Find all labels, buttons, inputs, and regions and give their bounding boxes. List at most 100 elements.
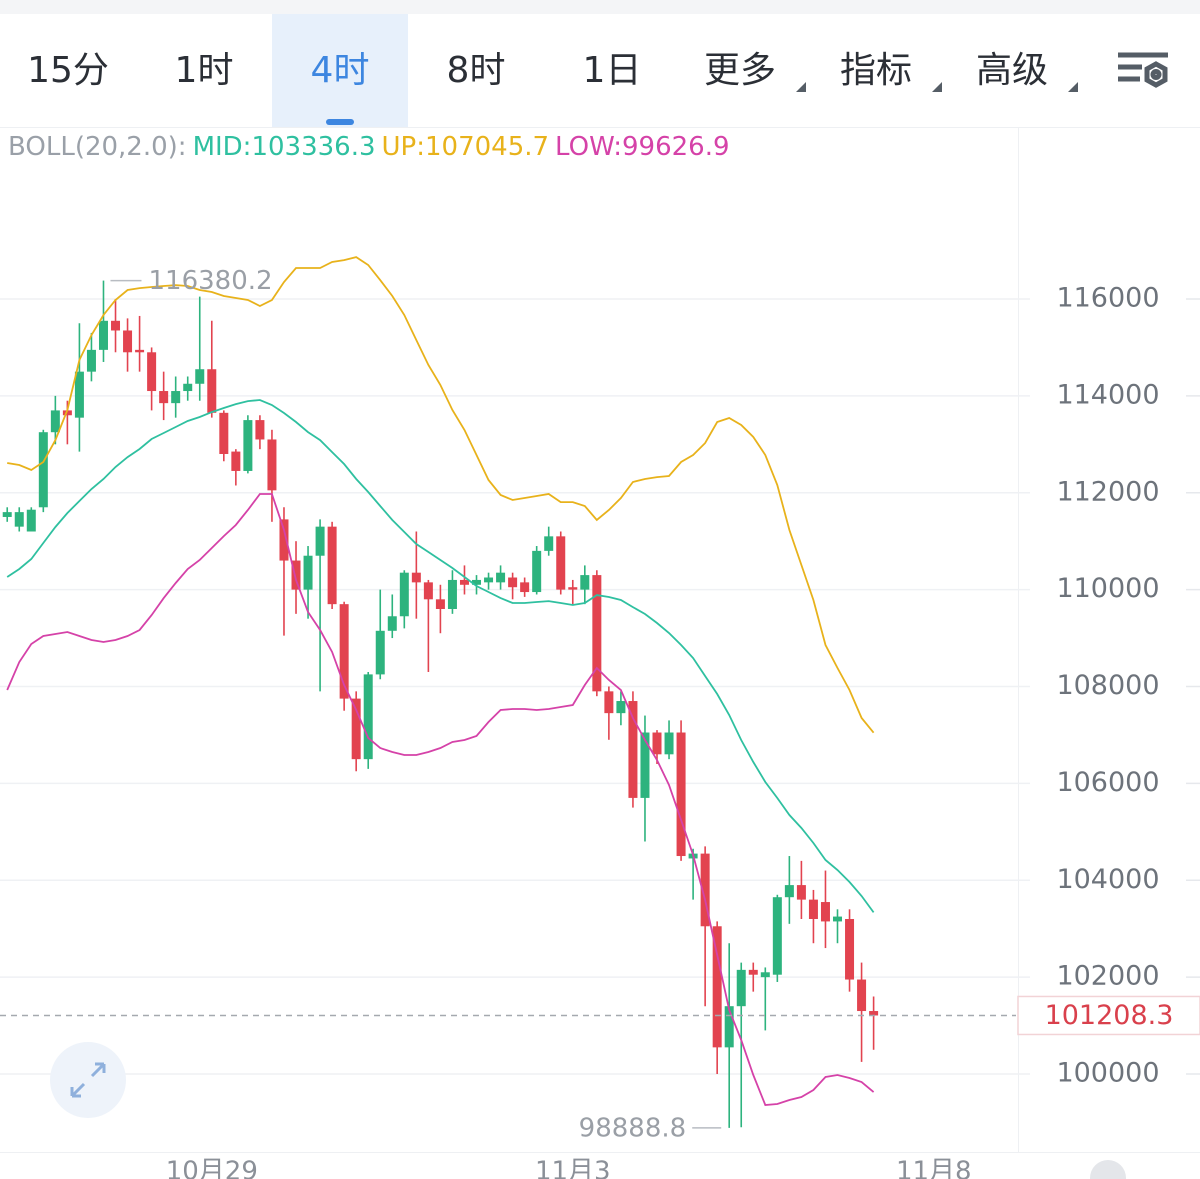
candle-body xyxy=(544,536,554,551)
candle-body xyxy=(243,420,253,471)
candle-body xyxy=(724,1006,734,1048)
candle-body xyxy=(784,885,794,898)
candle-body xyxy=(62,410,72,416)
candle-body xyxy=(363,674,373,760)
tab[interactable]: 15分 xyxy=(27,50,109,91)
settings-icon[interactable] xyxy=(1118,52,1168,88)
candle-body xyxy=(556,536,566,590)
candle-body xyxy=(339,604,349,699)
candle-body xyxy=(315,526,325,556)
candle-body xyxy=(820,902,830,922)
candle-body xyxy=(387,616,397,631)
candle-body xyxy=(459,579,469,585)
candle-body xyxy=(628,701,638,798)
y-tick-label: 110000 xyxy=(1056,573,1159,604)
candle-body xyxy=(508,577,518,588)
status-strip xyxy=(0,0,1200,14)
candle-body xyxy=(532,550,542,593)
candle-body xyxy=(869,1011,879,1016)
candle-body xyxy=(447,579,457,610)
band-line xyxy=(6,399,875,913)
tab[interactable]: 高级 xyxy=(976,50,1048,91)
tab[interactable]: 指标 xyxy=(840,50,912,91)
indicator-header: BOLL(20,2.0): MID:103336.3 UP:107045.7 LOW:… xyxy=(8,132,730,162)
candle-body xyxy=(303,555,313,590)
candle-body xyxy=(219,412,229,455)
indicator-value: 107045.7 xyxy=(425,132,549,162)
active-tab-bg xyxy=(272,14,408,127)
candle-body xyxy=(207,369,217,413)
y-tick-label: 102000 xyxy=(1056,961,1159,992)
candle-body xyxy=(147,352,157,392)
indicator-label: BOLL(20,2.0): xyxy=(8,132,187,162)
x-tick-label: 10月29 xyxy=(166,1157,258,1179)
tab[interactable]: 1日 xyxy=(583,50,642,91)
dropdown-caret xyxy=(1068,82,1078,92)
candle-body xyxy=(14,512,24,527)
candle-body xyxy=(86,349,96,372)
candle-body xyxy=(399,572,409,617)
icon-hex xyxy=(1144,61,1168,88)
candle-body xyxy=(700,853,710,927)
dropdown-caret xyxy=(796,82,806,92)
active-tab-indicator xyxy=(326,119,354,125)
indicator-name: MID: xyxy=(193,132,252,162)
candle-body xyxy=(796,885,806,900)
candle-body xyxy=(580,575,590,590)
candle-body xyxy=(279,519,289,561)
candle-body xyxy=(423,582,433,600)
candle-body xyxy=(50,410,60,433)
y-tick-label: 108000 xyxy=(1056,670,1159,701)
candle-body xyxy=(592,575,602,692)
tab[interactable]: 更多 xyxy=(704,50,776,91)
candle-body xyxy=(712,926,722,1048)
candle-body xyxy=(857,979,867,1012)
band-line xyxy=(7,256,875,734)
corner-button[interactable] xyxy=(1090,1160,1126,1179)
candle-body xyxy=(772,897,782,975)
max-label: 116380.2 xyxy=(148,266,272,296)
price-label: 101208.3 xyxy=(1045,1000,1174,1031)
candle-body xyxy=(327,526,337,605)
candle-body xyxy=(435,599,445,610)
expand-icon xyxy=(70,1062,106,1098)
candle-body xyxy=(411,572,421,583)
candle-body xyxy=(652,732,662,755)
candle-body xyxy=(38,432,48,508)
candle-body xyxy=(845,919,855,980)
candle-body xyxy=(676,732,686,857)
band-line xyxy=(6,493,875,1106)
tab[interactable]: 1时 xyxy=(175,50,234,91)
candle-body xyxy=(351,698,361,760)
candle-body xyxy=(484,577,494,583)
tab[interactable]: 8时 xyxy=(447,50,506,91)
y-tick-label: 112000 xyxy=(1056,476,1159,507)
expand-button[interactable] xyxy=(50,1042,126,1118)
candle-body xyxy=(123,330,133,353)
price-box xyxy=(1017,995,1200,1036)
candle-body xyxy=(833,916,843,922)
candle-body xyxy=(520,582,530,593)
x-tick-label: 11月3 xyxy=(535,1157,611,1179)
candle-body xyxy=(111,320,121,331)
indicator-value: 103336.3 xyxy=(251,132,375,162)
candle-body xyxy=(748,969,758,975)
candle-body xyxy=(195,369,205,384)
candle-body xyxy=(74,371,84,418)
candle-body xyxy=(472,579,482,585)
candle-body xyxy=(26,509,36,532)
icon-dot xyxy=(1150,69,1162,80)
indicator-value: 99626.9 xyxy=(622,132,730,162)
candle-body xyxy=(291,560,301,590)
candle-body xyxy=(496,572,506,583)
tab[interactable]: 4时 xyxy=(311,50,370,91)
y-tick-label: 100000 xyxy=(1056,1058,1159,1089)
candle-body xyxy=(375,630,385,675)
candle-body xyxy=(135,349,145,353)
candle-body xyxy=(640,732,650,798)
candle-body xyxy=(231,451,241,471)
candle-body xyxy=(183,383,193,392)
dropdown-caret xyxy=(932,82,942,92)
